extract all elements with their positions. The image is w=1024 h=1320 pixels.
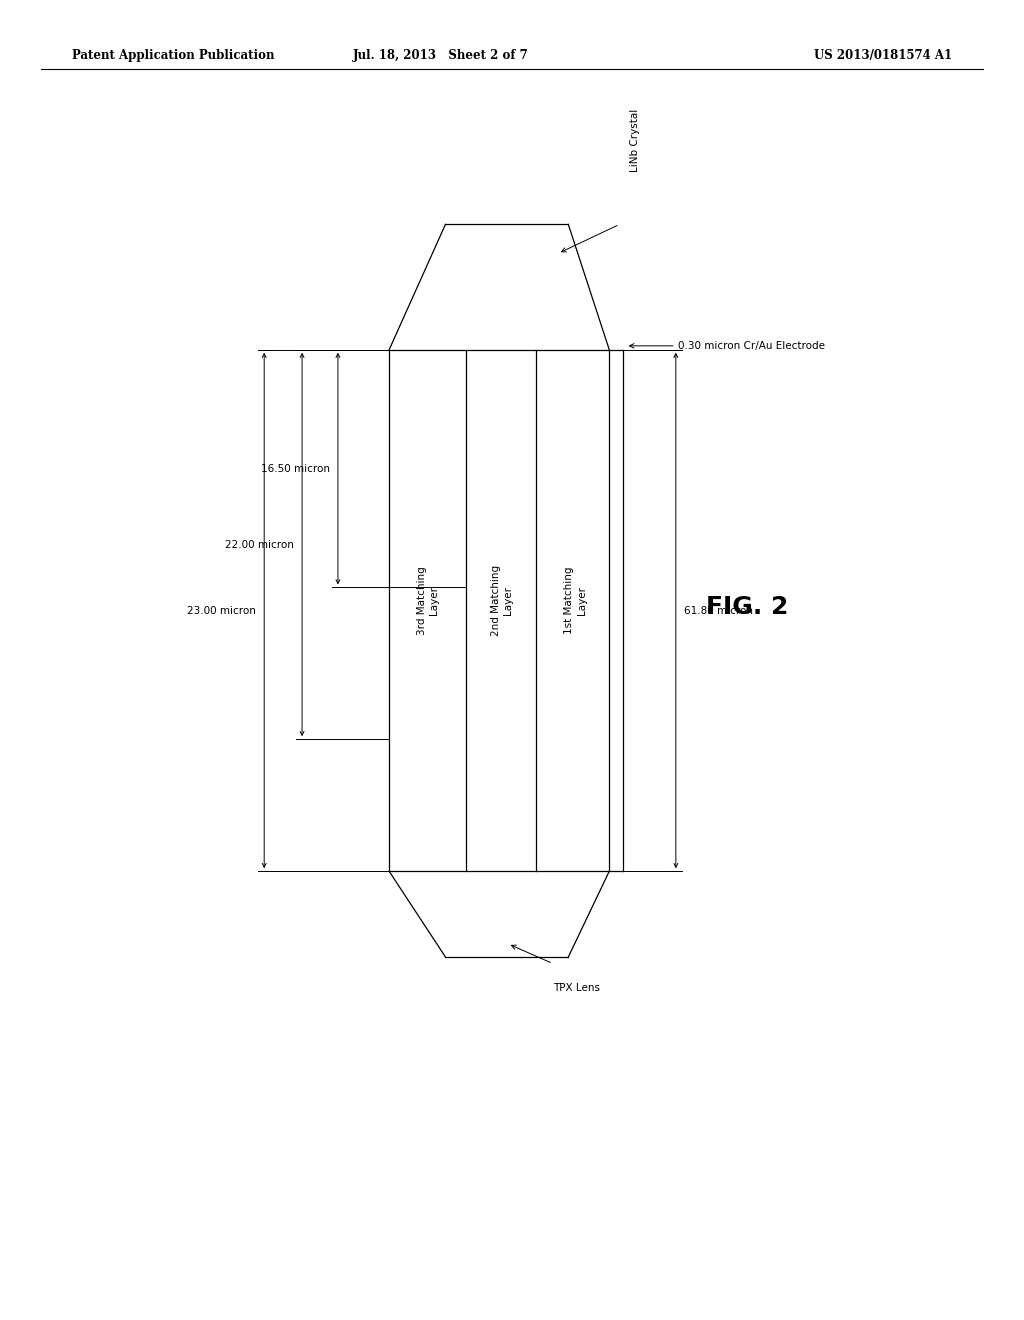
Text: 0.30 micron Cr/Au Electrode: 0.30 micron Cr/Au Electrode xyxy=(678,341,825,351)
Text: 61.80 micron: 61.80 micron xyxy=(684,606,753,615)
Text: LiNb Crystal: LiNb Crystal xyxy=(630,108,640,172)
Text: 3rd Matching
Layer: 3rd Matching Layer xyxy=(417,566,439,635)
Text: Patent Application Publication: Patent Application Publication xyxy=(72,49,274,62)
Text: TPX Lens: TPX Lens xyxy=(553,983,600,994)
Text: US 2013/0181574 A1: US 2013/0181574 A1 xyxy=(814,49,952,62)
Text: 2nd Matching
Layer: 2nd Matching Layer xyxy=(490,565,513,636)
Text: 22.00 micron: 22.00 micron xyxy=(225,540,294,549)
Text: FIG. 2: FIG. 2 xyxy=(707,595,788,619)
Text: 23.00 micron: 23.00 micron xyxy=(187,606,256,615)
Text: Jul. 18, 2013   Sheet 2 of 7: Jul. 18, 2013 Sheet 2 of 7 xyxy=(352,49,528,62)
Text: 1st Matching
Layer: 1st Matching Layer xyxy=(564,566,587,635)
Text: 16.50 micron: 16.50 micron xyxy=(261,463,330,474)
